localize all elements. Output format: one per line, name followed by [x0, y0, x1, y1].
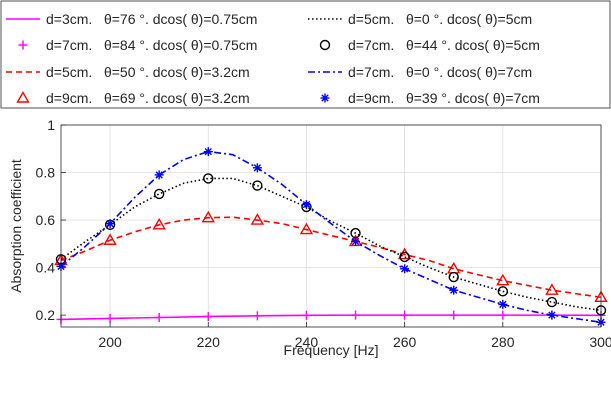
series-group [54, 147, 608, 327]
x-tick-label: 280 [491, 334, 515, 350]
series-1-point [498, 310, 508, 320]
legend-marker-swatch [319, 39, 331, 51]
series-line-2 [60, 216, 602, 299]
legend-entry-5: d=7cm. θ=44 °. dcos( θ)=5cm [319, 37, 540, 53]
series-1-point [351, 310, 361, 320]
series-5-point [497, 286, 509, 297]
series-5-point [153, 188, 165, 200]
series-5-point [399, 251, 410, 263]
series-7-point [351, 236, 361, 246]
series-1-point [203, 312, 213, 322]
legend-label: d=9cm. θ=69 °. dcos( θ)=3.2cm [46, 90, 250, 106]
y-tick-label: 0.8 [36, 165, 56, 181]
series-3-point [545, 283, 559, 295]
series-line-4 [60, 177, 602, 312]
series-line-6 [60, 150, 602, 324]
series-1-point [154, 312, 164, 322]
legend-entry-7: d=9cm. θ=39 °. dcos( θ)=7cm [320, 90, 540, 106]
x-tick-label: 200 [98, 334, 122, 350]
series-5-point [448, 271, 459, 283]
series-3-point [250, 213, 265, 225]
series-7-point [498, 299, 508, 309]
series-line-0 [60, 314, 602, 321]
legend-marker-swatch [18, 40, 28, 50]
y-tick-label: 0.4 [36, 260, 56, 276]
series-7-point [301, 200, 311, 210]
series-5-point [203, 173, 214, 184]
x-axis-label: Frequency [Hz] [284, 342, 379, 358]
legend-entry-2: d=5cm. θ=50 °. dcos( θ)=3.2cm [6, 64, 250, 80]
plot-frame [60, 124, 602, 328]
series-7-point [105, 219, 115, 229]
legend-entry-6: d=7cm. θ=0 °. dcos( θ)=7cm [308, 64, 532, 80]
legend-marker-swatch [16, 91, 30, 103]
legend-label: d=7cm. θ=44 °. dcos( θ)=5cm [348, 37, 540, 53]
series-1-point [400, 310, 410, 320]
series-1-point [105, 313, 115, 323]
series-1-point [449, 310, 459, 320]
legend-entry-0: d=3cm. θ=76 °. dcos( θ)=0.75cm [6, 11, 257, 27]
series-7-point [203, 147, 213, 157]
legend-label: d=5cm. θ=0 °. dcos( θ)=5cm [348, 11, 532, 27]
legend-label: d=3cm. θ=76 °. dcos( θ)=0.75cm [46, 11, 257, 27]
legend-marker-swatch [320, 93, 330, 103]
x-tick-label: 300 [589, 334, 611, 350]
series-7-point [449, 285, 459, 295]
ticks: 200 220 240 260 280 300 0.2 0.4 0.6 0.8 1 [36, 117, 611, 350]
y-axis-label: Absorption coefficient [8, 159, 24, 293]
legend-label: d=5cm. θ=50 °. dcos( θ)=3.2cm [46, 64, 250, 80]
series-1-point [252, 311, 262, 321]
legend-entry-4: d=5cm. θ=0 °. dcos( θ)=5cm [308, 11, 532, 27]
series-7-point [400, 264, 410, 274]
series-1-point [301, 310, 311, 320]
legend-box [0, 0, 611, 109]
legend-label: d=9cm. θ=39 °. dcos( θ)=7cm [348, 90, 540, 106]
y-tick-label: 1 [47, 117, 55, 133]
plot-area [61, 125, 601, 327]
series-3-point [496, 273, 510, 286]
series-5-point [546, 296, 558, 308]
y-tick-label: 0.2 [36, 307, 56, 323]
x-tick-label: 240 [295, 334, 319, 350]
series-7-point [252, 163, 262, 173]
series-5-point [252, 180, 263, 191]
legend-entry-3: d=9cm. θ=69 °. dcos( θ)=3.2cm [16, 90, 250, 106]
legend-label: d=7cm. θ=0 °. dcos( θ)=7cm [348, 64, 532, 80]
x-tick-label: 220 [197, 334, 221, 350]
legend-label: d=7cm. θ=84 °. dcos( θ)=0.75cm [46, 37, 257, 53]
series-3-point [152, 217, 166, 230]
x-tick-label: 260 [393, 334, 417, 350]
series-7-point [154, 170, 164, 180]
legend-entry-1: d=7cm. θ=84 °. dcos( θ)=0.75cm [18, 37, 257, 53]
series-3-point [201, 210, 215, 223]
legend: d=3cm. θ=76 °. dcos( θ)=0.75cm d=7cm. θ=8… [6, 11, 540, 106]
series-3-point [299, 222, 314, 235]
y-tick-label: 0.6 [36, 212, 56, 228]
series-3-point [103, 233, 117, 245]
series-7-point [547, 310, 557, 320]
